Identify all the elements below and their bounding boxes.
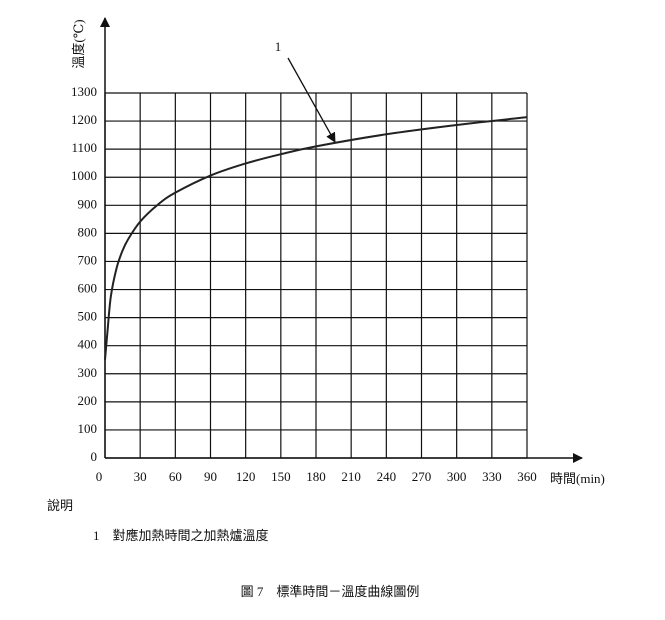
x-tick-label: 150	[271, 469, 291, 484]
x-tick-label: 180	[306, 469, 326, 484]
x-tick-label: 90	[204, 469, 217, 484]
y-tick-label: 0	[91, 449, 98, 464]
x-tick-label: 120	[236, 469, 256, 484]
x-tick-label: 240	[377, 469, 397, 484]
x-tick-label: 330	[482, 469, 502, 484]
y-tick-label: 200	[78, 393, 98, 408]
y-tick-label: 1100	[71, 140, 97, 155]
y-tick-label: 700	[78, 252, 98, 267]
x-tick-label: 210	[341, 469, 361, 484]
y-tick-label: 300	[78, 365, 98, 380]
y-tick-label: 1200	[71, 112, 97, 127]
x-tick-label: 0	[96, 469, 103, 484]
annotation: 1	[275, 39, 282, 54]
x-tick-label: 60	[169, 469, 182, 484]
y-tick-label: 600	[78, 281, 98, 296]
x-axis-label: 時間(min)	[550, 471, 605, 486]
y-tick-label: 800	[78, 224, 98, 239]
y-tick-label: 100	[78, 421, 98, 436]
y-tick-label: 400	[78, 337, 98, 352]
x-tick-label: 360	[517, 469, 537, 484]
x-tick-label: 300	[447, 469, 467, 484]
y-tick-label: 1000	[71, 168, 97, 183]
y-tick-label: 900	[78, 196, 98, 211]
y-axis-label: 溫度(℃)	[71, 19, 86, 68]
annotation-arrow	[287, 57, 336, 143]
y-tick-label: 500	[78, 309, 98, 324]
x-tick-label: 30	[134, 469, 147, 484]
curve	[104, 116, 528, 360]
caption: 圖 7 標準時間－溫度曲線圖例	[241, 584, 420, 599]
notes-heading: 說明	[47, 498, 73, 513]
y-tick-label: 1300	[71, 84, 97, 99]
note-item: 1 對應加熱時間之加熱爐溫度	[93, 528, 269, 543]
x-tick-label: 270	[412, 469, 432, 484]
